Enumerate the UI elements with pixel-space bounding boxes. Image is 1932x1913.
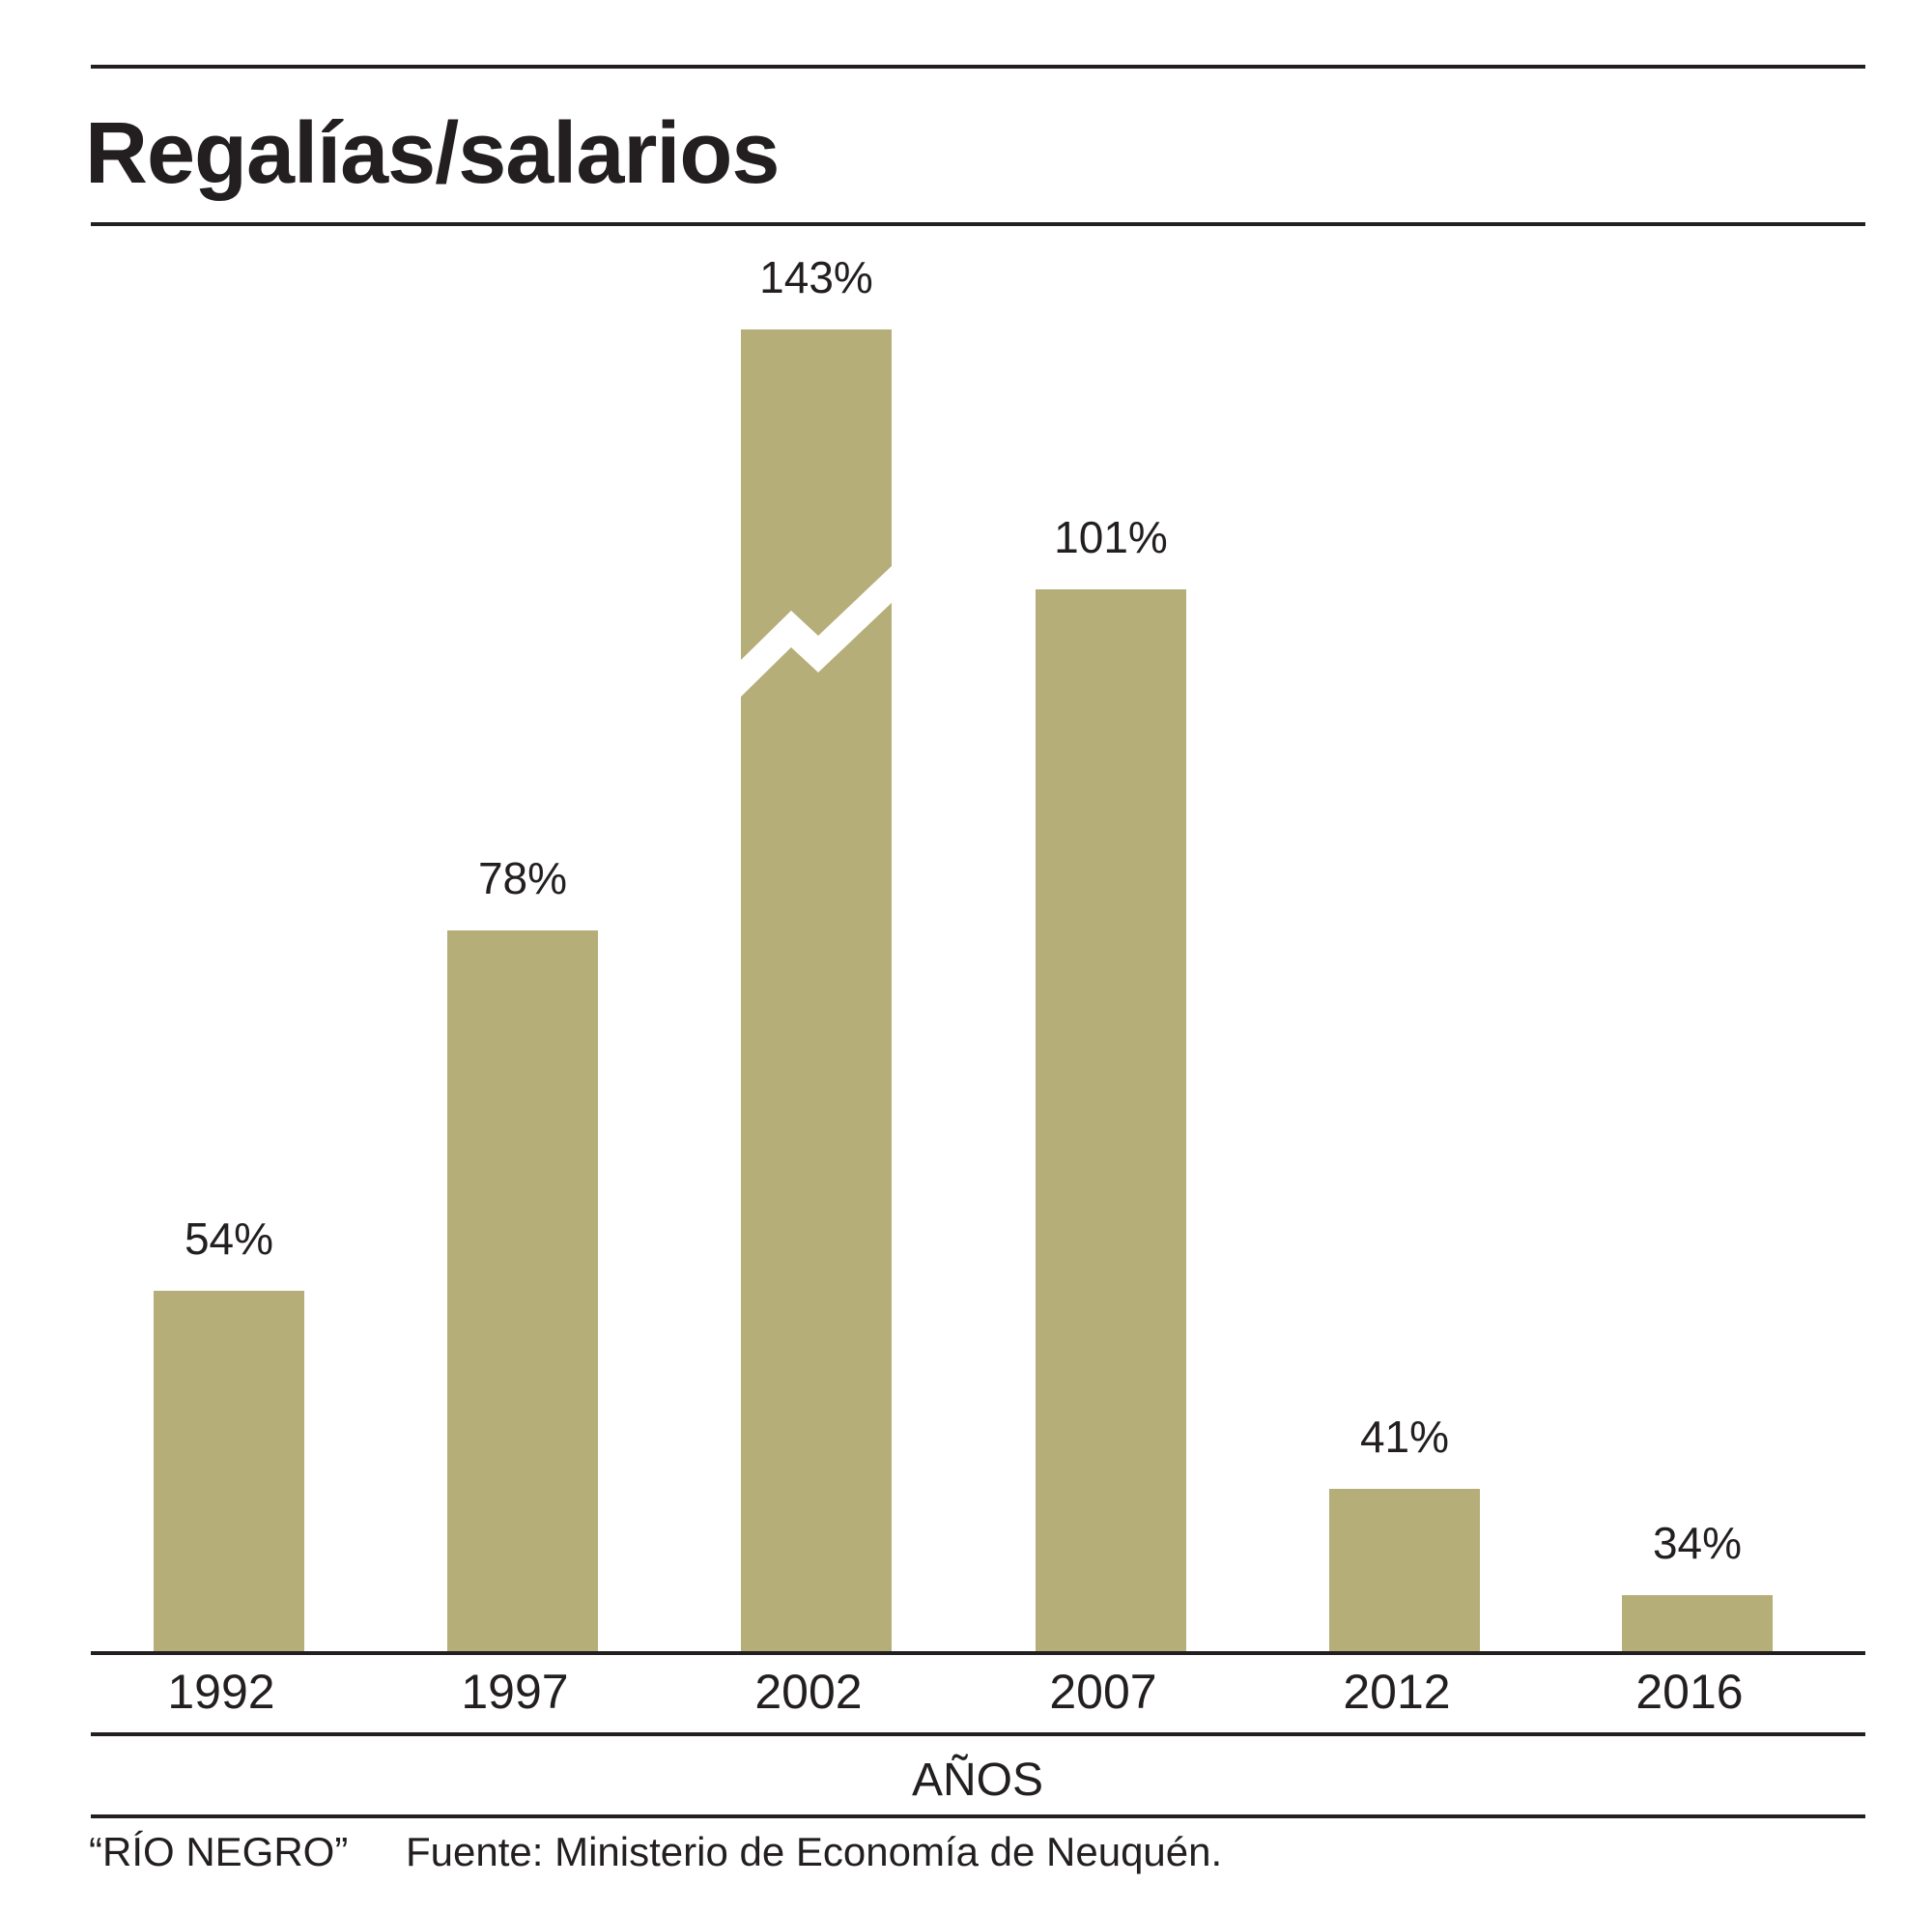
value-label: 78% (478, 853, 567, 903)
bar-2007 (1036, 589, 1186, 1653)
credit-text: “RÍO NEGRO” (89, 1829, 349, 1874)
x-tick-label: 1997 (461, 1665, 568, 1719)
x-tick-label: 2016 (1635, 1665, 1743, 1719)
footer-rule (91, 1814, 1865, 1818)
x-tick-label: 1992 (167, 1665, 274, 1719)
top-rule (91, 65, 1865, 69)
bar-2002 (741, 329, 892, 1653)
value-label: 101% (1054, 512, 1168, 562)
value-label: 143% (759, 252, 873, 302)
x-axis-line (91, 1651, 1865, 1655)
value-label: 34% (1653, 1518, 1742, 1568)
bar-1997 (447, 930, 598, 1653)
x-tick-label: 2012 (1343, 1665, 1450, 1719)
bar-1992 (154, 1291, 304, 1653)
x-tick-label: 2007 (1049, 1665, 1156, 1719)
chart-title: Regalías/salarios (85, 105, 780, 202)
value-label: 54% (185, 1213, 273, 1264)
bar-2012 (1329, 1489, 1480, 1653)
bar-2016 (1622, 1595, 1773, 1653)
x-tick-label: 2002 (754, 1665, 862, 1719)
year-rule (91, 1732, 1865, 1736)
source-text: Fuente: Ministerio de Economía de Neuqué… (406, 1829, 1223, 1874)
x-axis-label: AÑOS (911, 1755, 1044, 1806)
title-rule (91, 222, 1865, 226)
value-label: 41% (1360, 1412, 1449, 1462)
